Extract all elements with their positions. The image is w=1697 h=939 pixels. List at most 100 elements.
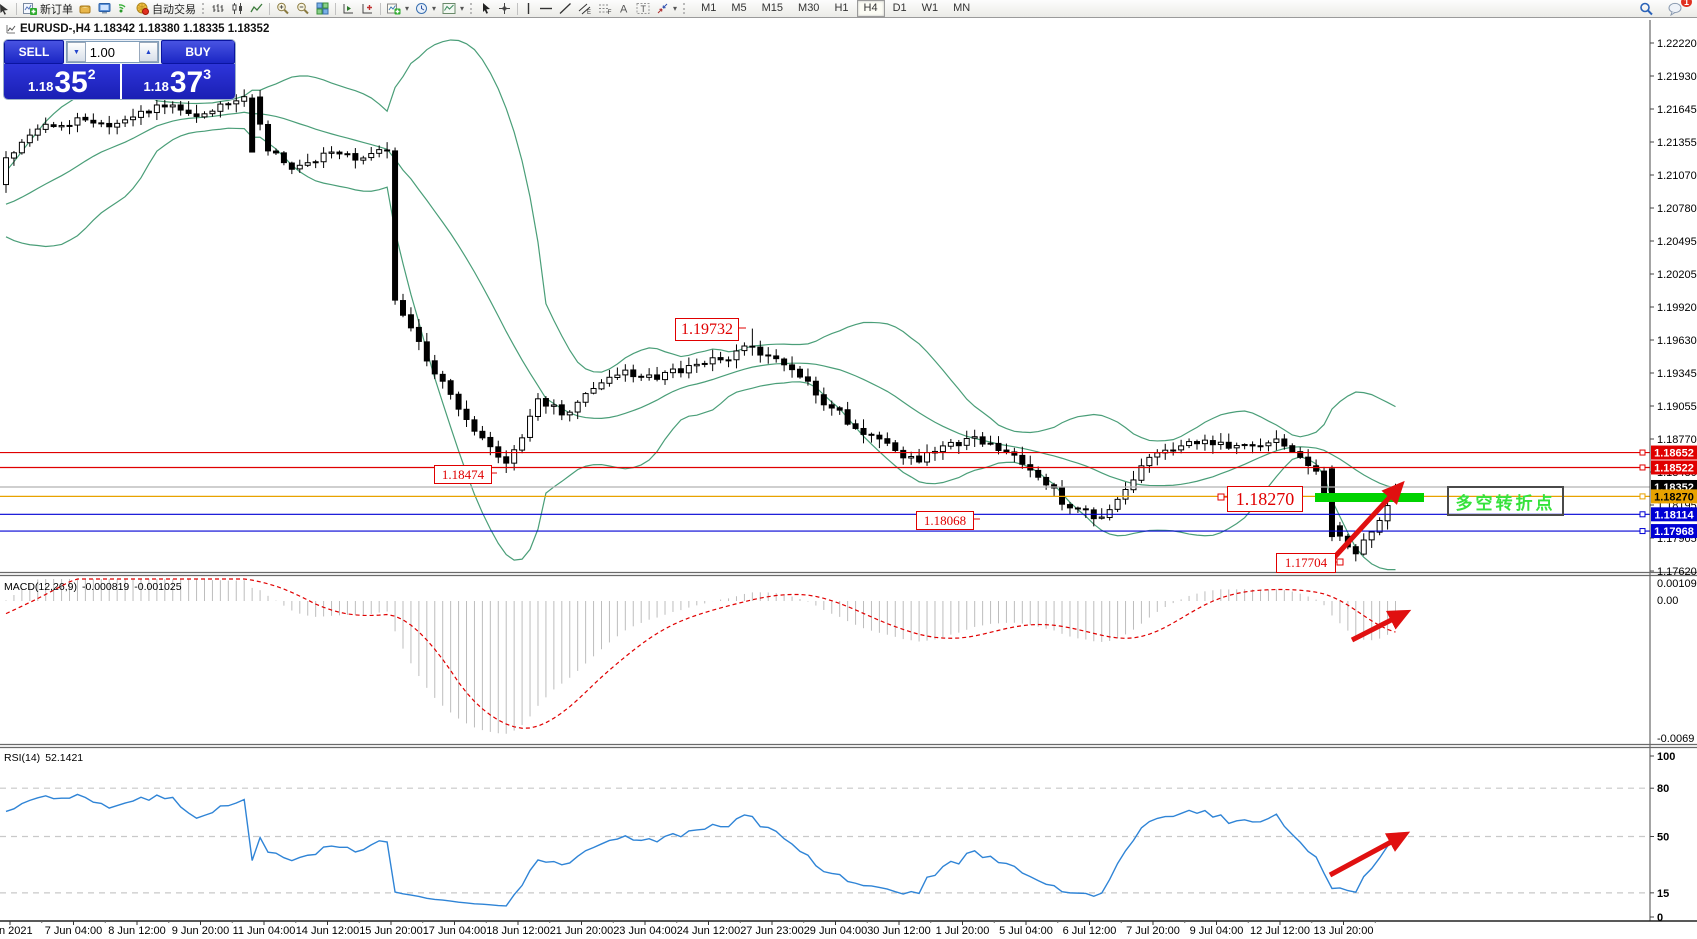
timeframe-M30[interactable]: M30 (798, 2, 820, 14)
timeframe-H1[interactable]: H1 (834, 2, 849, 14)
buy-button[interactable]: BUY (161, 40, 235, 64)
text-a-icon: A (620, 4, 628, 16)
panel-borders (0, 20, 1697, 922)
dropdown-caret: ▾ (673, 4, 678, 13)
profile-play-icon (343, 4, 353, 14)
price-label-1.17704[interactable]: 1.17704 (1276, 553, 1336, 573)
macd-signal-value: -0.001025 (134, 581, 182, 593)
profile-next-button[interactable] (339, 1, 358, 16)
date-label: 15 Jun 20:00 (359, 925, 423, 937)
bid-price[interactable]: 1.18 35 2 (4, 64, 120, 99)
market-watch-button[interactable] (76, 1, 95, 16)
signal-icon (118, 4, 126, 13)
cursor-edge-button[interactable] (0, 1, 13, 16)
timeframe-D1[interactable]: D1 (892, 2, 907, 14)
price-label-1.18270[interactable]: 1.18270 (1227, 486, 1303, 512)
bar-chart-button[interactable] (209, 1, 228, 16)
profile-add-button[interactable] (358, 1, 377, 16)
price-divider (119, 64, 122, 99)
chat-button[interactable]: 1 (1665, 0, 1692, 16)
chart-title-text: EURUSD-,H4 1.18342 1.18380 1.18335 1.183… (20, 23, 270, 35)
equidistant-channel-icon: E (578, 3, 591, 15)
candle-chart-button[interactable] (228, 1, 247, 16)
trade-buttons-row: SELL ▼ 1.00 ▲ BUY (4, 40, 235, 64)
line-chart-button[interactable] (247, 1, 266, 16)
svg-text:80: 80 (1657, 783, 1669, 795)
timeframe-M15[interactable]: M15 (761, 2, 784, 14)
channel-tool-button[interactable]: E (575, 1, 595, 16)
pointer-tool-button[interactable] (477, 1, 495, 16)
date-label: 29 Jun 04:00 (804, 925, 868, 937)
new-order-button[interactable]: 新订单 (20, 1, 76, 16)
indicators-button[interactable]: ▾ (384, 1, 412, 16)
gold-cube-icon (79, 5, 91, 14)
separator (380, 2, 381, 15)
rsi-label: RSI(14) 52.1421 (4, 752, 83, 764)
volume-value[interactable]: 1.00 (89, 45, 115, 60)
dropdown-caret: ▾ (432, 4, 437, 13)
timeframe-M5[interactable]: M5 (731, 2, 747, 14)
svg-text:1.18114: 1.18114 (1654, 509, 1694, 521)
rsi-name: RSI(14) (4, 752, 41, 764)
templates-button[interactable]: ▾ (439, 1, 467, 16)
zoom-out-icon (297, 2, 309, 15)
price-level-lines (0, 449, 1650, 535)
sell-button[interactable]: SELL (4, 40, 64, 64)
volume-increase-button[interactable]: ▲ (139, 42, 158, 62)
timeframe-group: M1 M5 M15 M30 H1 H4 D1 W1 MN (694, 0, 977, 17)
svg-text:1.21930: 1.21930 (1657, 71, 1697, 83)
arrow-objects-icon (657, 3, 668, 14)
toolbar-right-group: 1 (1636, 0, 1697, 16)
svg-text:-0.0069: -0.0069 (1657, 733, 1694, 745)
hline-tool-button[interactable] (536, 1, 556, 16)
trendline-tool-button[interactable] (556, 1, 575, 16)
level-anchor-square (1639, 449, 1646, 456)
price-trend-arrow (1329, 480, 1405, 563)
price-label-1.18068[interactable]: 1.18068 (916, 511, 974, 530)
crosshair-tool-button[interactable] (495, 1, 514, 16)
macd-layer (5, 578, 1396, 734)
level-anchor-square (1639, 528, 1646, 535)
ask-price[interactable]: 1.18 37 3 (120, 64, 236, 99)
svg-text:1.20205: 1.20205 (1657, 269, 1697, 281)
tile-windows-icon (316, 2, 329, 15)
text-tool-button[interactable]: A (615, 1, 633, 16)
turning-point-bar[interactable] (1315, 493, 1424, 502)
terminal-button[interactable] (95, 1, 114, 16)
time-axis: Jun 2021 7 Jun 04:00 8 Jun 12:00 9 Jun 20:0… (0, 921, 1376, 937)
new-order-label: 新订单 (40, 3, 73, 16)
profile-step-icon (362, 4, 372, 14)
svg-text:T: T (641, 4, 647, 14)
date-label: 30 Jun 12:00 (867, 925, 931, 937)
label-tool-button[interactable]: T (633, 1, 653, 16)
svg-text:1.21070: 1.21070 (1657, 170, 1697, 182)
timeframe-M1[interactable]: M1 (701, 2, 717, 14)
green-bar-layer (1315, 493, 1424, 502)
timeframe-MN[interactable]: MN (953, 2, 971, 14)
price-label-1.19732[interactable]: 1.19732 (675, 318, 739, 341)
signals-button[interactable] (114, 1, 133, 16)
auto-trading-button[interactable]: 自动交易 (133, 1, 199, 16)
date-label: 12 Jul 12:00 (1250, 925, 1310, 937)
vline-tool-button[interactable] (521, 1, 536, 16)
date-label: Jun 2021 (0, 925, 33, 937)
annotation-turning-point[interactable]: 多空转折点 (1447, 486, 1564, 516)
periods-button[interactable]: ▾ (412, 1, 439, 16)
timeframe-W1[interactable]: W1 (921, 2, 939, 14)
template-chart-icon (442, 3, 456, 14)
tile-windows-button[interactable] (313, 1, 332, 16)
timeframe-H4[interactable]: H4 (856, 0, 885, 17)
svg-text:1.18522: 1.18522 (1654, 462, 1694, 474)
macd-signal-line (5, 578, 1396, 729)
arrows-tool-button[interactable]: ▾ (653, 1, 680, 16)
fibonacci-tool-button[interactable]: F (595, 1, 615, 16)
svg-text:50: 50 (1657, 832, 1669, 844)
date-label: 18 Jun 12:00 (486, 925, 550, 937)
zoom-out-button[interactable] (293, 1, 313, 16)
volume-decrease-button[interactable]: ▼ (67, 42, 86, 62)
price-label-1.18474[interactable]: 1.18474 (434, 465, 492, 484)
zoom-in-button[interactable] (273, 1, 293, 16)
separator (517, 2, 519, 15)
search-button[interactable] (1636, 1, 1657, 16)
